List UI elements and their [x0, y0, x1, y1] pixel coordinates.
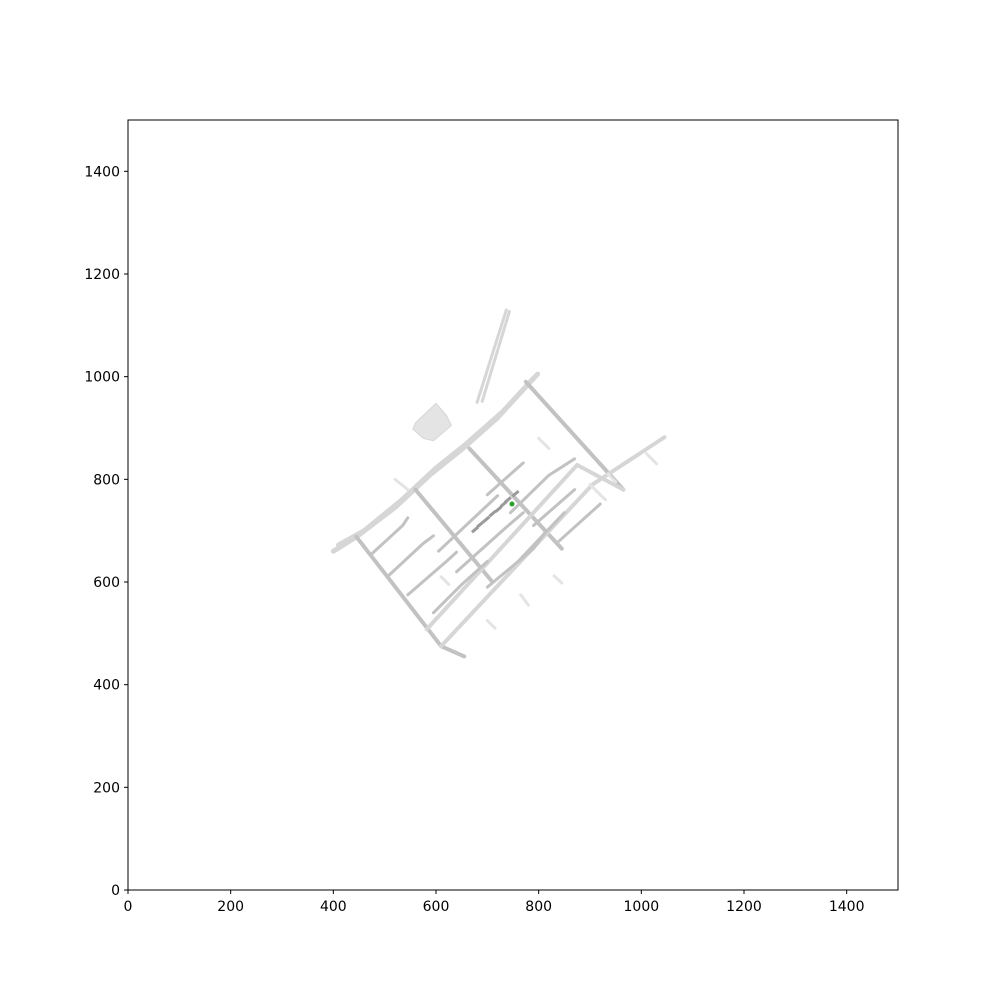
- road-connector-2: [475, 308, 508, 404]
- x-tick-label: 800: [525, 899, 552, 915]
- road-long-9: [424, 462, 626, 632]
- ego-vehicle-marker: [509, 501, 515, 507]
- road-stub-23: [606, 472, 618, 484]
- road-stub-28: [485, 619, 497, 630]
- vehicle-marker: [503, 496, 512, 504]
- y-tick-label: 800: [93, 472, 120, 488]
- y-tick-label: 400: [93, 678, 120, 694]
- road-main-1: [335, 371, 541, 548]
- x-tick-label: 200: [217, 899, 244, 915]
- road-stub-27: [439, 575, 451, 587]
- road-stub-25: [537, 436, 551, 451]
- road-long-8: [439, 435, 667, 649]
- road-lane-17: [516, 511, 566, 563]
- road-lane-10: [370, 516, 410, 556]
- road-connector-3: [480, 309, 511, 403]
- vehicle-marker: [488, 510, 497, 518]
- road-stub-30: [552, 574, 564, 585]
- road-stub-22: [588, 482, 607, 502]
- road-lane-11: [385, 534, 435, 579]
- y-tick-label: 1200: [84, 267, 120, 283]
- road-lane-13: [431, 559, 489, 615]
- map-layer: [330, 308, 667, 659]
- vehicle-marker: [494, 505, 503, 513]
- road-lane-14: [437, 494, 500, 553]
- y-tick-label: 200: [93, 780, 120, 796]
- x-tick-label: 1200: [726, 899, 762, 915]
- y-tick-label: 600: [93, 575, 120, 591]
- y-tick-label: 1000: [84, 370, 120, 386]
- road-stub-24: [644, 452, 659, 466]
- parking-lot: [412, 402, 453, 442]
- vehicle-marker: [511, 489, 520, 498]
- vehicle-marker: [476, 520, 485, 529]
- y-tick-label: 1400: [84, 164, 120, 180]
- axis-ticks: 0 200 400 600 800 1000 1200 1400 0 200 400 600 800 10…: [84, 164, 864, 915]
- road-lane-19: [508, 457, 577, 515]
- vehicle-marker: [482, 515, 491, 524]
- road-stub-29: [519, 593, 530, 607]
- road-lane-18: [485, 461, 525, 497]
- x-tick-label: 1000: [624, 899, 660, 915]
- road-stub-26: [393, 477, 410, 492]
- vehicle-marker: [470, 525, 480, 534]
- x-tick-label: 0: [124, 899, 133, 915]
- road-lane-15: [455, 511, 525, 574]
- road-cross-7: [523, 379, 626, 492]
- axes-frame: [127, 119, 899, 891]
- road-lane-21: [557, 502, 602, 543]
- road-lane-20: [532, 488, 577, 528]
- y-tick-label: 0: [111, 883, 120, 899]
- road-lane-12: [406, 550, 459, 597]
- x-tick-label: 400: [320, 899, 347, 915]
- x-tick-label: 600: [423, 899, 450, 915]
- x-tick-label: 1400: [829, 899, 865, 915]
